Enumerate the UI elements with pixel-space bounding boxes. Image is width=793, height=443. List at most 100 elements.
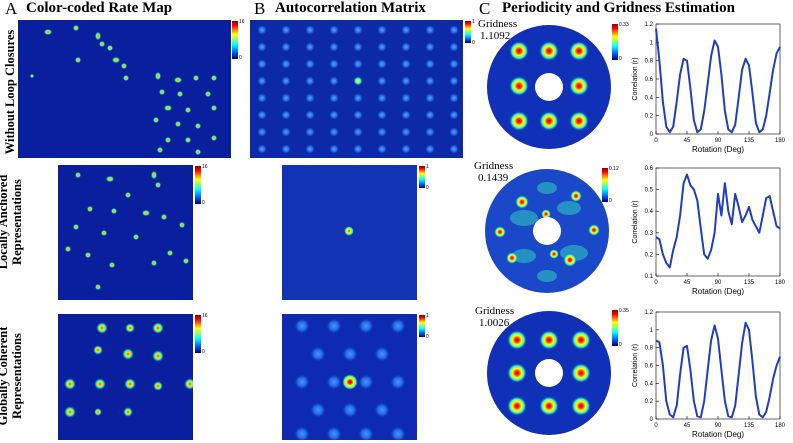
x-axis-label: Rotation (Deg) — [692, 145, 744, 154]
autocorr-peak — [401, 59, 411, 69]
y-tick-label: 0.3 — [645, 231, 654, 237]
autocorr-peak — [281, 144, 291, 154]
correlation-series-line — [655, 321, 781, 419]
autocorr-peak — [353, 25, 363, 35]
y-tick-label: 1 — [650, 328, 654, 334]
autocorr-peak — [425, 144, 435, 154]
autocorr-peak — [425, 110, 435, 120]
rate-map-row3 — [58, 314, 193, 440]
autocorr-peak — [281, 25, 291, 35]
y-tick-label: 0.2 — [645, 399, 654, 405]
rate-colorbar-row1-max: 16 — [239, 19, 245, 25]
y-tick-label: 0.6 — [645, 364, 654, 370]
autocorr-peak — [305, 76, 315, 86]
disk-colorbar-row2 — [602, 168, 608, 202]
auto-colorbar-row2-min: 0 — [426, 185, 429, 191]
autocorr-center-peak — [353, 76, 363, 86]
autocorr-peak — [305, 42, 315, 52]
autocorr-peak — [449, 93, 459, 103]
autocorr-peak — [281, 93, 291, 103]
y-axis-label: Correlation (r) — [632, 57, 639, 100]
autocorr-row3-peaks — [294, 318, 406, 440]
autocorr-peak — [377, 25, 387, 35]
y-tick-label: 0.4 — [645, 381, 654, 387]
gridness-disk-row1 — [486, 24, 612, 150]
autocorr-peak — [401, 93, 411, 103]
x-tick-label: 180 — [775, 280, 786, 286]
autocorr-peak — [353, 110, 363, 120]
y-tick-label: 0 — [650, 132, 654, 138]
y-tick-label: 0.2 — [645, 114, 654, 120]
y-tick-label: 0.1 — [645, 274, 654, 280]
autocorr-peak — [425, 42, 435, 52]
auto-colorbar-row3-min: 0 — [426, 334, 429, 340]
y-tick-label: 0.2 — [645, 252, 654, 258]
gridness-row3: Gridness 1.0026 — [475, 305, 515, 329]
x-tick-label: 45 — [684, 423, 691, 429]
autocorr-peak — [401, 127, 411, 137]
autocorr-row2 — [282, 165, 417, 300]
autocorr-peak — [257, 76, 267, 86]
autocorr-peak — [257, 25, 267, 35]
autocorr-peak — [449, 127, 459, 137]
autocorr-peak — [329, 110, 339, 120]
disk-colorbar-row2-min: 0 — [609, 198, 612, 204]
auto-colorbar-row2-max: 1 — [426, 164, 429, 170]
autocorr-peak — [257, 59, 267, 69]
x-tick-label: 45 — [684, 138, 691, 144]
correlation-series-line — [655, 173, 781, 269]
x-tick-label: 45 — [684, 280, 691, 286]
panel-letter-c: C — [479, 0, 491, 18]
autocorr-peak — [377, 42, 387, 52]
x-tick-label: 135 — [744, 280, 755, 286]
rate-colorbar-row2 — [195, 166, 201, 204]
autocorr-peak — [449, 25, 459, 35]
panel-letter-a: A — [5, 0, 18, 18]
rate-colorbar-row2-max: 16 — [202, 164, 208, 170]
disk-colorbar-row3 — [612, 310, 618, 346]
panel-title-a: Color-coded Rate Map — [26, 0, 173, 16]
autocorr-peak — [305, 144, 315, 154]
autocorr-peak — [401, 42, 411, 52]
rate-colorbar-row3-max: 16 — [202, 313, 208, 319]
rate-map-row1 — [18, 20, 231, 158]
autocorr-peak — [329, 144, 339, 154]
auto-colorbar-row2 — [419, 166, 425, 188]
y-tick-label: 0.6 — [645, 77, 654, 83]
y-tick-label: 0 — [650, 417, 654, 423]
gridness-row1: Gridness 1.1092 — [478, 18, 518, 42]
y-tick-label: 0.8 — [645, 346, 654, 352]
x-tick-label: 180 — [775, 423, 786, 429]
x-tick-label: 90 — [715, 280, 722, 286]
autocorr-peak — [305, 25, 315, 35]
x-tick-label: 90 — [715, 138, 722, 144]
autocorr-peak — [257, 110, 267, 120]
autocorr-peak — [329, 42, 339, 52]
autocorr-peak — [257, 93, 267, 103]
autocorr-peak — [305, 127, 315, 137]
autocorr-peak — [329, 76, 339, 86]
y-tick-label: 0.6 — [645, 166, 654, 172]
rate-colorbar-row1 — [232, 21, 238, 59]
autocorr-row3 — [282, 314, 417, 440]
autocorr-peak — [281, 127, 291, 137]
plot-frame — [655, 311, 781, 420]
row-label-locally-anchored: Locally Anchored Representations — [0, 174, 24, 270]
autocorr-peak — [425, 93, 435, 103]
autocorr-peak — [257, 42, 267, 52]
autocorr-peak — [329, 93, 339, 103]
rate-map-row2-spikes — [65, 171, 189, 290]
autocorr-peak — [257, 127, 267, 137]
autocorr-peak — [401, 110, 411, 120]
y-tick-label: 1.2 — [645, 22, 654, 28]
rate-map-row2 — [58, 165, 193, 300]
autocorr-peak — [353, 127, 363, 137]
autocorr-peak — [377, 144, 387, 154]
correlation-plot-row2: 0 45 90 135 180 0.1 0.2 0.3 0.4 0.5 0.6 Rotation (D… — [632, 166, 786, 296]
auto-colorbar-row1-min: 0 — [472, 40, 475, 46]
x-tick-label: 90 — [715, 423, 722, 429]
autocorr-peak — [449, 59, 459, 69]
rate-colorbar-row3-min: 0 — [202, 349, 205, 355]
autocorr-peak — [449, 42, 459, 52]
autocorr-peak — [401, 76, 411, 86]
